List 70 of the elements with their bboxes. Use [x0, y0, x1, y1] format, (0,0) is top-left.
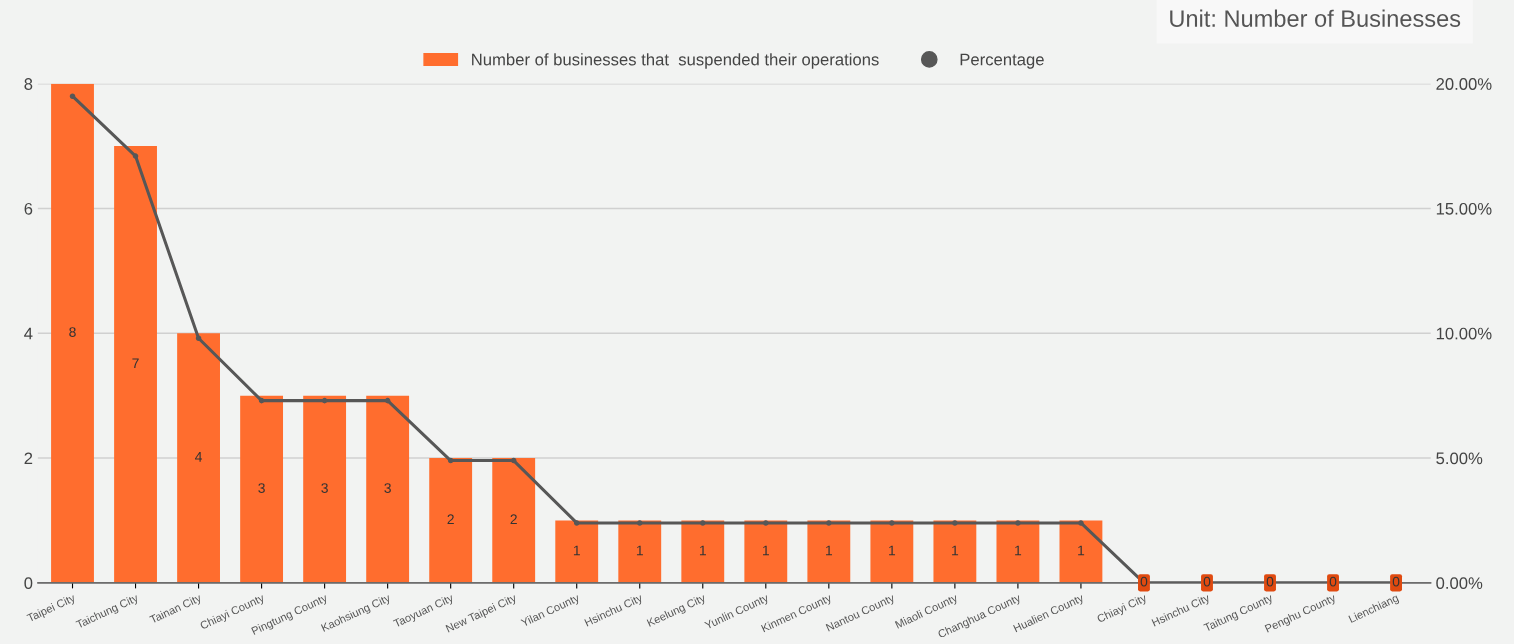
data-label: 1: [573, 545, 580, 556]
data-label: 8: [69, 327, 76, 337]
data-label: 0: [1266, 576, 1274, 587]
data-label: 1: [699, 545, 706, 556]
bar: [744, 520, 788, 583]
bar: [996, 520, 1040, 583]
y2-tick-label: 20.00%: [1436, 78, 1492, 90]
point: [384, 397, 391, 404]
y-tick-label: 6: [24, 202, 33, 215]
bar: [51, 83, 94, 583]
data-label: 2: [447, 514, 454, 525]
legend-label: Number of businesses that suspended their operations: [472, 53, 879, 69]
y-tick-label: 0: [24, 577, 33, 590]
data-label: 1: [889, 545, 896, 556]
data-label: 2: [510, 514, 517, 525]
y2-tick-label: 5.00%: [1436, 452, 1483, 465]
bar: [933, 520, 977, 583]
y-tick-label: 8: [24, 78, 33, 90]
bar: [618, 520, 662, 583]
data-label: 0: [1203, 576, 1211, 587]
point: [258, 397, 265, 404]
data-label: 7: [132, 358, 139, 369]
point: [636, 520, 643, 526]
data-label: 3: [321, 483, 328, 493]
y2-tick-label: 0.00%: [1436, 577, 1483, 590]
point: [132, 153, 139, 159]
point: [1015, 520, 1021, 526]
data-label: 0: [1140, 576, 1148, 587]
point: [447, 457, 454, 464]
point: [699, 520, 706, 526]
point: [573, 520, 580, 526]
data-label: 3: [258, 483, 265, 493]
data-label: 1: [763, 545, 769, 556]
bar: [555, 520, 599, 583]
bar: [807, 520, 851, 583]
bar: [303, 395, 347, 583]
point: [889, 520, 895, 526]
y-tick-label: 2: [24, 452, 33, 465]
point: [952, 520, 958, 526]
data-label: 0: [1329, 576, 1337, 587]
bar: [681, 520, 725, 583]
bar: [240, 395, 284, 583]
y2-tick-label: 15.00%: [1436, 202, 1492, 215]
bar: [870, 520, 914, 583]
point: [321, 397, 328, 404]
x-tick-label: Taipei City: [26, 593, 77, 625]
data-label: 1: [636, 545, 643, 556]
data-label: 3: [384, 483, 391, 493]
data-label: 1: [1078, 545, 1085, 556]
data-label: 1: [826, 545, 833, 556]
text: Unit: Number of Businesses: [1170, 9, 1461, 27]
point: [763, 520, 769, 526]
bar: [114, 146, 157, 583]
data-label: 0: [1392, 576, 1400, 587]
point: [826, 520, 832, 526]
point: [1078, 520, 1084, 526]
data-label: 4: [195, 452, 203, 462]
point: [510, 457, 517, 464]
bar: [177, 333, 220, 583]
bar: [1059, 520, 1103, 583]
bar: [366, 395, 410, 583]
bar: [429, 458, 473, 583]
point: [69, 93, 76, 99]
point: [195, 335, 202, 342]
legend-label: Percentage: [960, 53, 1044, 69]
y2-tick-label: 10.00%: [1436, 327, 1492, 340]
data-label: 1: [952, 545, 959, 556]
y-tick-label: 4: [24, 327, 33, 340]
bar: [492, 458, 536, 583]
data-label: 1: [1015, 545, 1022, 556]
